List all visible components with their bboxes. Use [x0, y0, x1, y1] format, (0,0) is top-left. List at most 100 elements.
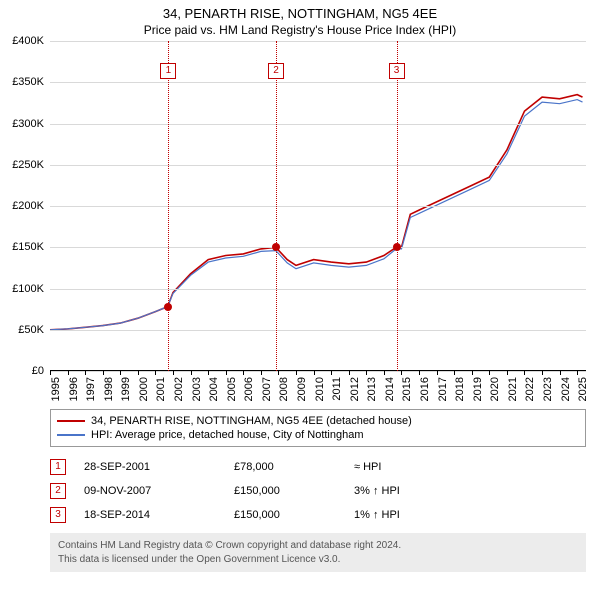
xtick — [489, 371, 490, 375]
xtick — [437, 371, 438, 375]
table-row: 1 28-SEP-2001 £78,000 ≈ HPI — [50, 455, 586, 479]
xtick-label: 2025 — [577, 377, 589, 401]
xtick-label: 1997 — [85, 377, 97, 401]
xtick — [85, 371, 86, 375]
sale-marker-dot — [164, 303, 172, 311]
xtick-label: 2009 — [296, 377, 308, 401]
sale-marker-icon: 1 — [50, 459, 66, 475]
sale-marker-vline — [168, 41, 169, 371]
sale-price: £150,000 — [234, 509, 354, 521]
ytick-label: £200K — [12, 200, 44, 212]
xtick — [454, 371, 455, 375]
sale-marker-vline — [397, 41, 398, 371]
xtick — [50, 371, 51, 375]
sales-table: 1 28-SEP-2001 £78,000 ≈ HPI 2 09-NOV-200… — [50, 455, 586, 527]
xtick-label: 2003 — [191, 377, 203, 401]
xtick — [507, 371, 508, 375]
sale-date: 09-NOV-2007 — [84, 485, 234, 497]
legend-swatch — [57, 420, 85, 422]
xtick-label: 2007 — [261, 377, 273, 401]
xtick-label: 2001 — [155, 377, 167, 401]
xtick-label: 2024 — [560, 377, 572, 401]
xtick — [419, 371, 420, 375]
xtick — [401, 371, 402, 375]
xtick — [261, 371, 262, 375]
xtick — [349, 371, 350, 375]
xtick — [155, 371, 156, 375]
xtick — [577, 371, 578, 375]
sale-price: £78,000 — [234, 461, 354, 473]
chart-subtitle: Price paid vs. HM Land Registry's House … — [0, 21, 600, 41]
xtick — [560, 371, 561, 375]
series-line-hpi — [50, 100, 583, 330]
xtick-label: 2020 — [489, 377, 501, 401]
xtick — [472, 371, 473, 375]
sale-marker-icon: 2 — [50, 483, 66, 499]
legend-label: 34, PENARTH RISE, NOTTINGHAM, NG5 4EE (d… — [91, 415, 412, 427]
xtick-label: 2013 — [366, 377, 378, 401]
xtick — [243, 371, 244, 375]
xtick-label: 1995 — [50, 377, 62, 401]
ytick-label: £150K — [12, 241, 44, 253]
gridline-h — [50, 371, 586, 372]
legend-item: HPI: Average price, detached house, City… — [57, 428, 579, 442]
ytick-label: £400K — [12, 35, 44, 47]
xtick — [542, 371, 543, 375]
xtick — [384, 371, 385, 375]
sale-date: 18-SEP-2014 — [84, 509, 234, 521]
xtick-label: 2018 — [454, 377, 466, 401]
page: 34, PENARTH RISE, NOTTINGHAM, NG5 4EE Pr… — [0, 0, 600, 590]
gridline-h — [50, 82, 586, 83]
legend-box: 34, PENARTH RISE, NOTTINGHAM, NG5 4EE (d… — [50, 409, 586, 447]
gridline-h — [50, 330, 586, 331]
xtick — [331, 371, 332, 375]
sale-marker-icon: 3 — [50, 507, 66, 523]
gridline-h — [50, 124, 586, 125]
xtick — [524, 371, 525, 375]
gridline-h — [50, 41, 586, 42]
xtick-label: 2010 — [314, 377, 326, 401]
ytick-label: £100K — [12, 283, 44, 295]
chart-title: 34, PENARTH RISE, NOTTINGHAM, NG5 4EE — [0, 0, 600, 21]
xtick-label: 2002 — [173, 377, 185, 401]
xtick — [138, 371, 139, 375]
series-line-price_paid — [50, 95, 583, 330]
table-row: 2 09-NOV-2007 £150,000 3% ↑ HPI — [50, 479, 586, 503]
table-row: 3 18-SEP-2014 £150,000 1% ↑ HPI — [50, 503, 586, 527]
gridline-h — [50, 165, 586, 166]
xtick — [278, 371, 279, 375]
xtick-label: 1998 — [103, 377, 115, 401]
xtick — [366, 371, 367, 375]
attribution-line: Contains HM Land Registry data © Crown c… — [58, 539, 578, 553]
xtick — [226, 371, 227, 375]
xtick — [296, 371, 297, 375]
xtick-label: 1996 — [68, 377, 80, 401]
xtick-label: 2021 — [507, 377, 519, 401]
chart-plot-area: £0£50K£100K£150K£200K£250K£300K£350K£400… — [50, 41, 586, 371]
gridline-h — [50, 289, 586, 290]
sale-vs-hpi: ≈ HPI — [354, 461, 586, 473]
gridline-h — [50, 247, 586, 248]
xtick — [208, 371, 209, 375]
xtick-label: 2019 — [472, 377, 484, 401]
xtick-label: 2017 — [437, 377, 449, 401]
xtick-label: 2004 — [208, 377, 220, 401]
sale-marker-dot — [272, 243, 280, 251]
ytick-label: £50K — [18, 324, 44, 336]
xtick-label: 1999 — [120, 377, 132, 401]
ytick-label: £0 — [32, 365, 44, 377]
legend-swatch — [57, 434, 85, 436]
xtick — [314, 371, 315, 375]
legend-item: 34, PENARTH RISE, NOTTINGHAM, NG5 4EE (d… — [57, 414, 579, 428]
xtick — [120, 371, 121, 375]
legend-label: HPI: Average price, detached house, City… — [91, 429, 364, 441]
gridline-h — [50, 206, 586, 207]
attribution-line: This data is licensed under the Open Gov… — [58, 553, 578, 567]
xtick-label: 2000 — [138, 377, 150, 401]
ytick-label: £250K — [12, 159, 44, 171]
sale-price: £150,000 — [234, 485, 354, 497]
xtick-label: 2011 — [331, 377, 343, 401]
xtick-label: 2006 — [243, 377, 255, 401]
sale-vs-hpi: 1% ↑ HPI — [354, 509, 586, 521]
sale-marker-vline — [276, 41, 277, 371]
